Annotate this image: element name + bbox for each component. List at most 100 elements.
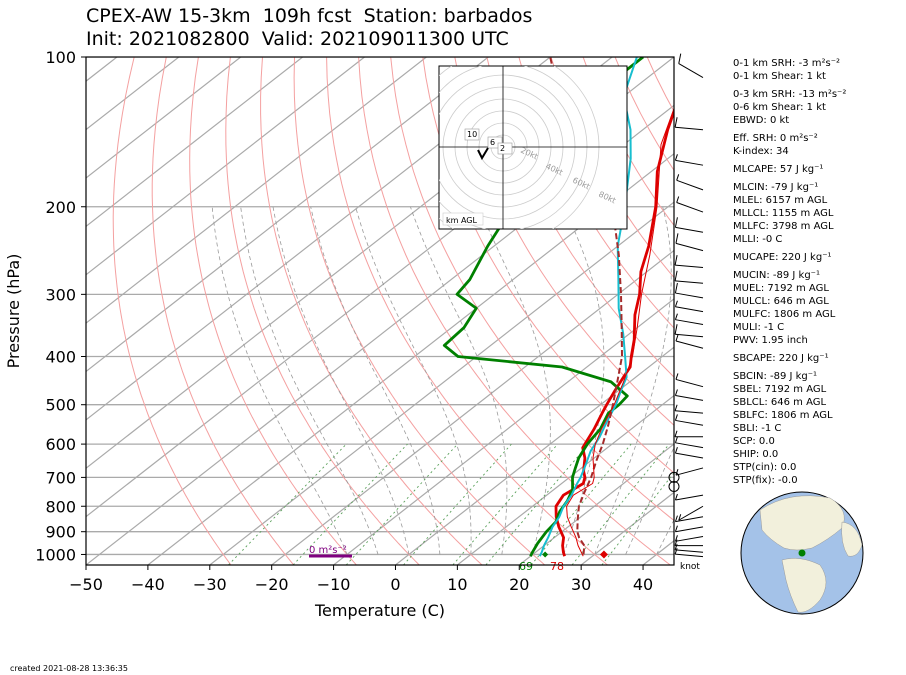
index-line: Eff. SRH: 0 m²s⁻²	[733, 133, 818, 144]
y-axis-label: Pressure (hPa)	[4, 254, 23, 369]
mixing-ratio-line	[485, 443, 590, 565]
y-tick-label: 400	[45, 348, 76, 367]
moist-adiabat	[478, 206, 551, 555]
wind-barb-flag	[674, 404, 678, 411]
dry-adiabat	[454, 57, 674, 426]
wind-barb-flag	[674, 430, 678, 437]
wind-barb-staff	[678, 63, 704, 79]
wind-barb-staff	[675, 340, 704, 349]
hodograph-height-box	[464, 128, 480, 141]
wind-barb-flag	[678, 53, 682, 64]
wind-barb-flag	[674, 117, 678, 128]
indices-panel: 0-1 km SRH: -3 m²s⁻² 0-1 km Shear: 1 kt 0-…	[733, 57, 846, 487]
isotherm-line	[86, 57, 242, 179]
index-line: 0-6 km Shear: 1 kt	[733, 102, 826, 113]
wind-barb-flag	[674, 535, 678, 542]
wind-barb-staff	[675, 442, 704, 449]
x-tick-label: 0	[390, 575, 400, 594]
wind-barb-staff	[675, 319, 704, 326]
surface-temp-marker	[599, 550, 608, 559]
dry-adiabat	[390, 57, 674, 522]
wind-barb-flag	[674, 515, 678, 522]
wind-barb-staff	[675, 516, 704, 523]
y-tick-label: 100	[45, 48, 76, 67]
wind-barb-staff	[675, 410, 704, 414]
index-line: SBCAPE: 220 J kg⁻¹	[733, 353, 829, 364]
isotherm-line	[86, 57, 489, 373]
dry-adiabat	[225, 57, 420, 565]
index-line: MLLFC: 3798 m AGL	[733, 221, 834, 232]
index-line: SHIP: 0.0	[733, 449, 779, 460]
wind-barb-staff	[675, 280, 704, 284]
wind-barb-staff	[675, 553, 704, 558]
index-line: SBEL: 7192 m AGL	[733, 384, 827, 395]
mixing-ratio-line	[292, 443, 408, 565]
dry-adiabat	[486, 57, 674, 378]
dry-adiabat	[358, 57, 671, 565]
mixing-ratio-line	[345, 443, 458, 565]
hodograph-height-label: 10	[467, 130, 477, 139]
srh-bar-label: 0 m²s⁻²	[309, 545, 347, 556]
wind-barb-flag	[674, 300, 678, 307]
isotherm-line	[209, 201, 674, 565]
y-tick-label: 300	[45, 285, 76, 304]
index-line: MLCAPE: 57 J kg⁻¹	[733, 164, 824, 175]
y-tick-label: 600	[45, 435, 76, 454]
index-line: MLEL: 6157 m AGL	[733, 195, 828, 206]
wind-barb-staff	[675, 226, 704, 233]
wind-barb-flag	[676, 196, 680, 203]
wind-barb-flag	[674, 493, 678, 501]
x-tick-label: 30	[571, 575, 591, 594]
isotherm-line	[86, 57, 180, 131]
index-line: MLLCL: 1155 m AGL	[733, 208, 834, 219]
x-tick-label: 40	[633, 575, 653, 594]
moist-adiabat	[310, 206, 441, 555]
x-tick-label: 10	[447, 575, 467, 594]
wind-barb-flag	[674, 217, 678, 228]
chart-title-line2: Init: 2021082800 Valid: 202109011300 UTC	[86, 28, 509, 50]
isotherm-line	[147, 153, 674, 565]
isotherm-line	[86, 104, 674, 565]
wind-barb-staff	[675, 292, 704, 299]
index-line: SBCIN: -89 J kg⁻¹	[733, 371, 818, 382]
wind-barb-flag	[674, 548, 678, 555]
wind-barb-flag	[676, 174, 680, 181]
wind-barb-staff	[675, 159, 704, 166]
wind-barb-staff	[675, 264, 704, 269]
wind-barb-flag	[674, 255, 678, 266]
hodograph-axis-label-box	[442, 212, 484, 226]
hodograph-height-box	[487, 136, 503, 149]
index-line: EBWD: 0 kt	[733, 115, 790, 126]
wind-barb-staff	[675, 452, 704, 459]
calm-wind-marker	[668, 471, 680, 483]
wind-barb-flag	[674, 270, 678, 281]
wind-barb-staff	[675, 526, 704, 533]
x-tick-label: −50	[69, 575, 103, 594]
index-line: MULCL: 646 m AGL	[733, 296, 829, 307]
calm-wind-marker	[668, 480, 680, 492]
index-line: 0-3 km SRH: -13 m²s⁻²	[733, 89, 847, 100]
hodograph-height-label: 2	[500, 144, 505, 153]
wind-barb-flag	[674, 539, 678, 546]
wind-barb-flag	[675, 373, 679, 380]
wind-barb-flag	[674, 543, 678, 551]
index-line: PWV: 1.95 inch	[733, 335, 808, 346]
index-line: MUEL: 7192 m AGL	[733, 283, 829, 294]
y-tick-label: 900	[45, 523, 76, 542]
station-location-dot	[798, 549, 806, 557]
wind-barb-flag	[674, 525, 678, 532]
chart-title-line1: CPEX-AW 15-3km 109h fcst Station: barbad…	[86, 5, 533, 27]
dry-adiabat	[326, 57, 608, 565]
wind-barb-flag	[675, 233, 679, 244]
wind-barb-flag	[675, 469, 679, 476]
x-tick-label: 20	[509, 575, 529, 594]
wind-barb-staff	[675, 394, 704, 401]
wind-unit-label: knot	[680, 562, 700, 572]
surface-dew-label: 69	[519, 560, 533, 573]
wind-barb-flag	[675, 334, 679, 342]
index-line: MLCIN: -79 J kg⁻¹	[733, 182, 819, 193]
isotherm-line	[86, 57, 304, 228]
globe-africa	[841, 521, 863, 557]
wind-barb-staff	[676, 179, 704, 191]
